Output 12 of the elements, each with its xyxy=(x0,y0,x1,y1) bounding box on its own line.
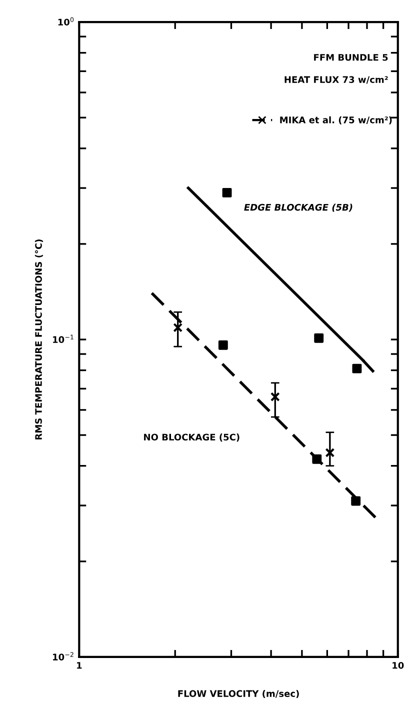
annotation: FFM BUNDLE 5 xyxy=(314,54,388,61)
annotation: NO BLOCKAGE (5C) xyxy=(144,434,240,442)
y-tick-label: 10$^{0}$ xyxy=(58,17,74,26)
x-tick-label: 1 xyxy=(77,662,82,669)
legend-label: MIKA et al. (75 w/cm²) xyxy=(280,116,392,124)
y-tick-label: 10$^{−2}$ xyxy=(53,652,74,660)
y-tick-label: 10$^{−1}$ xyxy=(53,334,74,343)
x-tick-label: 10 xyxy=(392,662,404,669)
annotation: HEAT FLUX 73 w/cm² xyxy=(284,76,388,84)
annotation: EDGE BLOCKAGE (5B) xyxy=(244,204,352,212)
x-axis-title: FLOW VELOCITY (m/sec) xyxy=(178,690,299,698)
y-axis-title: RMS TEMPERATURE FLUCTUATIONS (°C) xyxy=(34,240,43,440)
